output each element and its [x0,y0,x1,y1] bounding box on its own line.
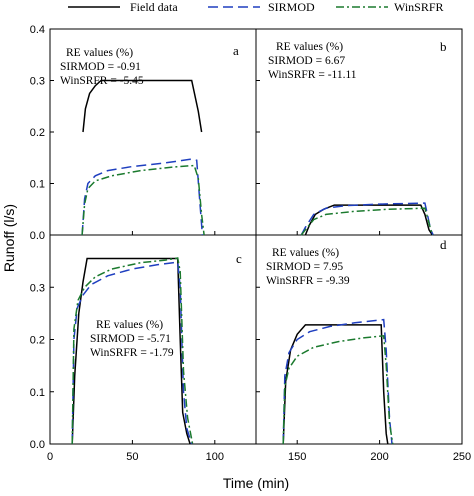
series-winsrfr-a-curves [81,164,205,236]
y-tick-label: 0.0 [30,230,45,242]
x-tick-label: 0 [47,451,53,463]
legend: Field data SIRMOD WinSRFR [68,0,444,14]
legend-label-sirmod: SIRMOD [268,0,315,14]
y-tick-label: 0.1 [30,179,45,191]
anno-c-title: RE values (%) [96,319,163,331]
series-winsrfr-b-curves [300,207,434,236]
legend-label-winsrfr: WinSRFR [394,0,444,14]
series-winsrfr-d [282,334,394,445]
x-tick-label: 250 [453,451,471,463]
panel-a-frame [49,28,257,236]
anno-a-title: RE values (%) [66,47,133,59]
y-tick-label: 0.2 [30,335,45,347]
x-tick-label: 50 [126,451,138,463]
panel-letter-b: b [440,39,447,54]
anno-d-winsrfr: WinSRFR = -9.39 [266,275,350,287]
annotation-b: RE values (%) SIRMOD = 6.67 WinSRFR = -1… [268,41,357,81]
y-tick-label: 0.0 [30,439,45,451]
annotation-a: RE values (%) SIRMOD = -0.91 WinSRFR = -… [60,47,144,87]
series-field-data-d [282,324,389,445]
anno-a-sirmod: SIRMOD = -0.91 [60,61,141,73]
y-tick-label: 0.3 [30,76,45,88]
series-field-data-c [71,257,191,445]
x-tick-label: 100 [206,451,224,463]
y-tick-label: 0.3 [30,282,45,294]
anno-a-winsrfr: WinSRFR = -5.45 [60,75,144,87]
series-sirmod-b-curves [300,202,434,236]
curves [71,79,434,445]
annotation-c: RE values (%) SIRMOD = -5.71 WinSRFR = -… [90,319,174,359]
x-tick-label: 200 [370,451,388,463]
ticks: 0.0 0.1 0.2 0.3 0.4 0.0 0.1 0.2 0.3 0 50 100 150 200 2… [30,24,471,463]
anno-b-winsrfr: WinSRFR = -11.11 [268,69,357,81]
series-sirmod-a-curves [81,158,204,236]
panel-letter-c: c [236,251,242,266]
legend-label-field: Field data [130,0,178,14]
series-sirmod-c [71,261,193,445]
series-sirmod-d [282,318,393,445]
anno-c-winsrfr: WinSRFR = -1.79 [90,347,174,359]
panel-frames [49,28,463,445]
anno-d-sirmod: SIRMOD = 7.95 [266,261,343,273]
y-tick-label: 0.2 [30,127,45,139]
panel-letter-d: d [440,237,447,252]
panel-letter-a: a [233,43,239,58]
y-tick-label: 0.1 [30,387,45,399]
series-field-data-a [82,79,203,133]
anno-b-sirmod: SIRMOD = 6.67 [268,55,345,67]
x-axis-title: Time (min) [223,475,289,491]
anno-d-title: RE values (%) [272,247,339,259]
annotation-d: RE values (%) SIRMOD = 7.95 WinSRFR = -9… [266,247,350,287]
series-winsrfr-c [71,257,194,445]
y-tick-label: 0.4 [30,24,45,36]
x-tick-label: 150 [288,451,306,463]
anno-c-sirmod: SIRMOD = -5.71 [90,333,171,345]
y-axis-title: Runoff (l/s) [1,204,17,272]
anno-b-title: RE values (%) [276,41,343,53]
